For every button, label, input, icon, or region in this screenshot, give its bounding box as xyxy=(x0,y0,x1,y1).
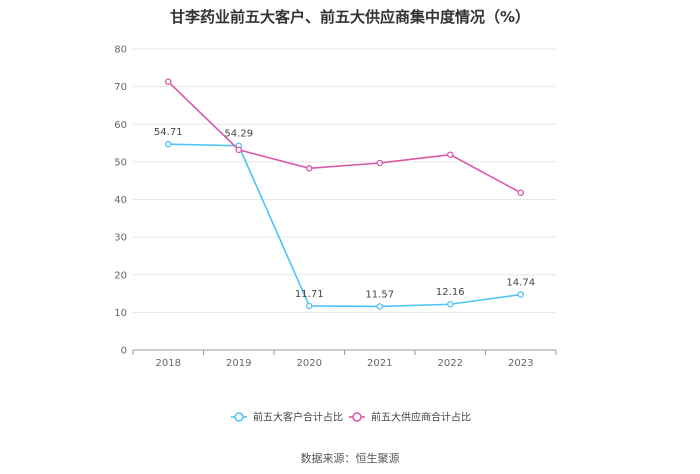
data-point xyxy=(164,140,172,148)
y-tick-label: 0 xyxy=(121,346,127,357)
data-point xyxy=(376,159,383,167)
data-point xyxy=(235,146,242,154)
data-label: 12.16 xyxy=(436,287,465,298)
axes: 0 10 20 30 40 50 60 70 80 2018 2019 2020 2021 2022 202… xyxy=(114,45,557,369)
data-labels: 54.71 54.29 11.71 11.57 12.16 14.74 xyxy=(154,127,535,300)
x-tick-label: 2022 xyxy=(438,358,463,369)
data-label: 11.71 xyxy=(295,289,324,300)
y-tick-label: 40 xyxy=(114,195,127,206)
data-point xyxy=(164,78,172,85)
x-tick-label: 2020 xyxy=(297,358,322,369)
data-point xyxy=(517,291,525,298)
legend-label: 前五大供应商合计占比 xyxy=(371,411,471,424)
y-tick-label: 30 xyxy=(114,233,127,244)
legend-marker-icon xyxy=(352,412,362,422)
legend-label: 前五大客户合计占比 xyxy=(253,411,343,424)
data-point xyxy=(446,151,454,158)
chart-title: 甘李药业前五大客户、前五大供应商集中度情况（%） xyxy=(169,8,531,26)
y-tick-label: 20 xyxy=(114,270,127,281)
y-tick-label: 50 xyxy=(114,157,127,168)
data-label: 54.29 xyxy=(224,129,253,140)
legend-item[interactable]: 前五大客户合计占比 xyxy=(231,411,343,424)
source-note: 数据来源：恒生聚源 xyxy=(300,452,400,465)
x-tick-label: 2019 xyxy=(226,358,251,369)
data-point xyxy=(517,189,525,196)
series-line xyxy=(168,143,521,308)
series-lines xyxy=(164,78,525,310)
legend-marker-icon xyxy=(234,412,244,422)
data-point xyxy=(305,165,313,172)
y-tick-label: 60 xyxy=(114,120,127,131)
y-tick-label: 70 xyxy=(114,82,127,93)
data-point xyxy=(376,303,383,310)
x-tick-label: 2018 xyxy=(156,358,181,369)
data-point xyxy=(305,302,313,310)
data-label: 14.74 xyxy=(506,278,535,289)
x-tick-label: 2021 xyxy=(367,358,392,369)
series-line xyxy=(167,81,522,194)
x-tick-label: 2023 xyxy=(508,358,533,369)
data-label: 54.71 xyxy=(154,127,183,138)
legend[interactable]: 前五大客户合计占比 前五大供应商合计占比 xyxy=(231,411,471,424)
legend-item[interactable]: 前五大供应商合计占比 xyxy=(349,411,471,424)
y-tick-label: 10 xyxy=(114,308,127,319)
gridlines xyxy=(133,48,556,313)
data-label: 11.57 xyxy=(365,289,394,300)
y-tick-label: 80 xyxy=(114,45,127,56)
data-point xyxy=(446,300,454,308)
